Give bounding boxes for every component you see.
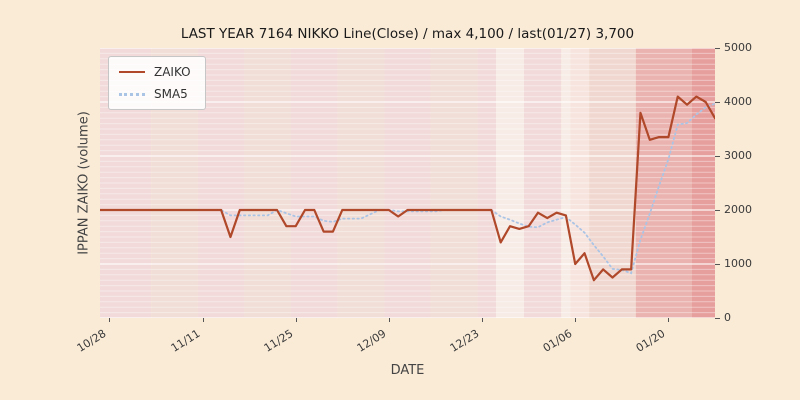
y-tick-mark xyxy=(715,318,720,319)
chart-title: LAST YEAR 7164 NIKKO Line(Close) / max 4… xyxy=(180,26,635,42)
y-tick-mark xyxy=(715,156,720,157)
y-tick-label: 2000 xyxy=(724,203,752,216)
y-tick-label: 3000 xyxy=(724,149,752,162)
period-band xyxy=(496,48,524,318)
y-tick-label: 4000 xyxy=(724,95,752,108)
period-band xyxy=(570,48,590,318)
y-tick-label: 1000 xyxy=(724,257,752,270)
legend-item-zaiko: ZAIKO xyxy=(119,65,191,79)
legend-label-sma5: SMA5 xyxy=(154,87,188,101)
x-tick-label: 10/28 xyxy=(74,326,109,355)
zaiko-line-sample xyxy=(119,71,145,73)
period-band xyxy=(691,48,715,318)
period-band xyxy=(589,48,636,318)
y-tick-mark xyxy=(715,210,720,211)
x-tick-mark xyxy=(202,318,204,322)
period-band xyxy=(477,48,497,318)
period-band xyxy=(523,48,562,318)
zaiko-line xyxy=(100,95,715,282)
y-axis-label: IPPAN ZAIKO (volume) xyxy=(76,111,92,255)
y-tick-label: 5000 xyxy=(724,41,752,54)
period-band xyxy=(291,48,338,318)
sma5-line xyxy=(136,102,715,275)
period-band xyxy=(244,48,292,318)
period-band xyxy=(635,48,692,318)
x-tick-mark xyxy=(109,318,111,322)
y-tick-mark xyxy=(715,264,720,265)
x-tick-mark xyxy=(668,318,670,322)
period-band xyxy=(384,48,431,318)
y-tick-label: 0 xyxy=(724,311,731,324)
x-tick-mark xyxy=(482,318,484,322)
legend-label-zaiko: ZAIKO xyxy=(154,65,191,79)
x-tick-mark xyxy=(388,318,390,322)
legend-item-sma5: SMA5 xyxy=(119,87,191,101)
legend: ZAIKO SMA5 xyxy=(108,56,206,110)
x-axis-label: DATE xyxy=(390,363,425,378)
y-tick-mark xyxy=(715,102,720,103)
x-tick-mark xyxy=(575,318,577,322)
x-tick-mark xyxy=(295,318,297,322)
period-band xyxy=(430,48,478,318)
period-band xyxy=(337,48,385,318)
y-tick-mark xyxy=(715,48,720,49)
period-band xyxy=(561,48,571,318)
sma5-line-sample xyxy=(119,92,145,96)
plot-area: ZAIKO SMA5 xyxy=(100,48,715,318)
